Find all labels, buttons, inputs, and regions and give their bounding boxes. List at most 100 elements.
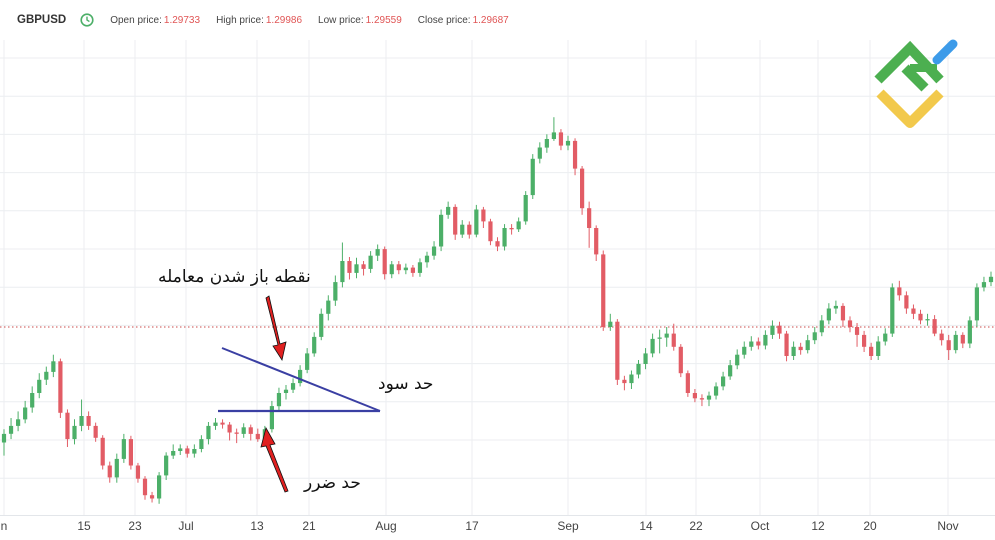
candle: [481, 206, 486, 228]
x-tick-label: n: [1, 519, 8, 533]
x-tick-label: Oct: [751, 519, 770, 533]
candle: [467, 221, 472, 239]
candle-body: [981, 282, 987, 288]
candle: [805, 334, 810, 354]
candle: [213, 418, 218, 430]
candle: [58, 358, 63, 418]
candle: [460, 220, 465, 238]
candle-body: [770, 325, 775, 335]
candle-body: [629, 374, 634, 384]
candle: [601, 250, 606, 331]
candle: [502, 224, 507, 251]
clock-icon[interactable]: [80, 13, 94, 27]
candle-body: [953, 334, 958, 351]
candle: [37, 373, 42, 399]
candle: [368, 251, 373, 273]
candle-body: [305, 353, 310, 370]
candle: [178, 444, 183, 455]
candle-body: [946, 340, 951, 351]
candle-body: [333, 282, 338, 301]
candle: [199, 435, 204, 453]
candle-body: [537, 147, 542, 159]
candle: [876, 336, 881, 360]
candle-body: [960, 334, 965, 344]
candle: [643, 348, 648, 370]
candle: [692, 389, 697, 403]
candle-body: [967, 320, 972, 344]
candle-body: [298, 369, 303, 384]
candle: [431, 241, 437, 260]
candle-body: [974, 287, 979, 321]
candle: [967, 316, 972, 349]
candle-body: [326, 300, 331, 314]
candle: [847, 316, 853, 333]
stop-arrow: [260, 426, 289, 493]
candle: [608, 313, 613, 331]
candle: [128, 435, 133, 470]
candle: [1, 429, 7, 456]
candle-body: [16, 419, 21, 426]
candle-body: [706, 395, 712, 400]
candle: [30, 386, 35, 413]
candle-body: [164, 455, 169, 476]
candle-body: [509, 228, 514, 230]
candle: [65, 409, 70, 447]
candle-body: [157, 475, 162, 499]
candle: [305, 348, 310, 374]
candle: [819, 315, 824, 337]
candle-body: [643, 353, 648, 364]
x-tick-label: Nov: [937, 519, 958, 533]
trade-annotations: نقطه باز شدن معامله حد سود حد ضرر: [158, 267, 433, 493]
litefinance-logo-icon: [874, 39, 958, 128]
candle: [664, 327, 669, 347]
candle: [495, 237, 500, 252]
candle-body: [93, 425, 98, 438]
candle: [918, 309, 923, 325]
candle: [417, 258, 423, 277]
candle-body: [382, 249, 387, 275]
candle-body: [615, 321, 620, 380]
candle: [100, 435, 105, 470]
candle-body: [37, 379, 42, 393]
candle: [446, 201, 451, 219]
candle: [276, 387, 282, 411]
candle: [86, 411, 91, 430]
candle-body: [269, 406, 274, 430]
candle-body: [149, 495, 155, 499]
candle-body: [121, 439, 126, 459]
candle: [953, 330, 958, 354]
candle-body: [220, 422, 225, 425]
candle: [981, 276, 987, 292]
candle: [298, 365, 303, 387]
candle-body: [516, 221, 521, 230]
candle-body: [805, 340, 810, 351]
candle-body: [290, 383, 296, 390]
close-price: Close price: 1.29687: [417, 14, 509, 26]
candle-body: [678, 346, 683, 374]
candle: [389, 261, 394, 279]
x-tick-label: 22: [689, 519, 703, 533]
candle-body: [523, 195, 528, 222]
x-tick-label: 15: [77, 519, 91, 533]
candle: [946, 334, 951, 360]
candle-body: [185, 448, 190, 454]
candle-body: [833, 305, 838, 309]
candle: [594, 225, 599, 261]
candle-body: [460, 224, 465, 235]
candle-body: [389, 264, 394, 275]
candle-body: [911, 308, 916, 314]
candle-body: [171, 451, 176, 456]
candle: [742, 341, 747, 359]
candle: [862, 330, 867, 352]
candle-body: [79, 416, 84, 426]
candle-body: [467, 224, 472, 235]
candle-body: [791, 346, 796, 356]
candle-body: [114, 458, 119, 478]
x-tick-label: Jul: [178, 519, 193, 533]
candle-body: [657, 337, 662, 339]
candle: [340, 242, 345, 288]
candle-body: [558, 132, 564, 146]
x-tick-label: 14: [639, 519, 653, 533]
candle-body: [192, 449, 197, 454]
